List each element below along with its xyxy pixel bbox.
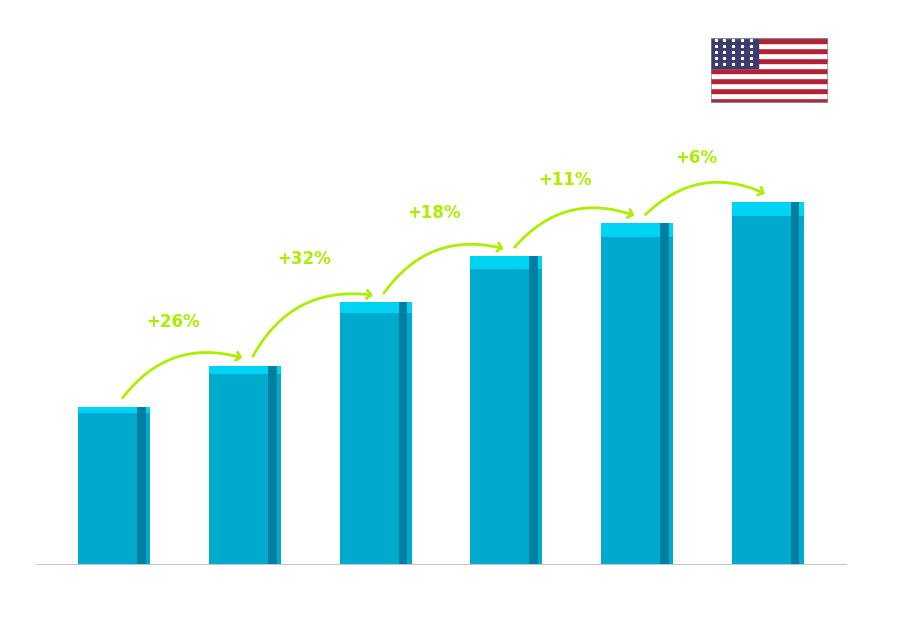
Bar — [711, 53, 828, 58]
Bar — [790, 202, 799, 564]
Text: Human Resources Specialist: Human Resources Specialist — [36, 80, 331, 100]
Bar — [78, 407, 150, 413]
Bar — [471, 256, 542, 269]
Bar — [711, 93, 828, 97]
Bar — [732, 202, 804, 216]
Text: 75,800 USD: 75,800 USD — [337, 285, 415, 298]
Text: salaryexplorer.com: salaryexplorer.com — [364, 610, 536, 628]
Text: 57,500 USD: 57,500 USD — [206, 349, 284, 362]
Bar — [529, 256, 538, 564]
Bar — [471, 256, 542, 564]
Bar — [711, 83, 828, 88]
Bar — [711, 38, 828, 44]
Text: 105,000 USD: 105,000 USD — [724, 185, 811, 197]
Bar — [209, 365, 281, 564]
Bar — [399, 303, 408, 564]
Bar — [711, 58, 828, 63]
Text: 98,700 USD: 98,700 USD — [598, 206, 676, 219]
Bar — [268, 365, 276, 564]
Text: 45,500 USD: 45,500 USD — [75, 390, 154, 403]
Text: +18%: +18% — [408, 204, 461, 222]
Bar — [732, 202, 804, 564]
Text: 89,200 USD: 89,200 USD — [467, 239, 545, 252]
Bar — [711, 68, 828, 73]
Bar — [711, 97, 828, 103]
Bar — [601, 224, 673, 564]
Text: Average Yearly Salary: Average Yearly Salary — [868, 260, 878, 381]
Bar — [711, 38, 758, 68]
Text: +11%: +11% — [538, 171, 592, 189]
Text: +6%: +6% — [675, 149, 716, 167]
Bar — [138, 407, 146, 564]
Text: +26%: +26% — [147, 313, 200, 331]
Bar — [711, 44, 828, 48]
Bar — [209, 365, 281, 374]
Bar — [660, 224, 669, 564]
Text: +32%: +32% — [277, 250, 330, 268]
Bar — [711, 63, 828, 68]
Bar — [711, 48, 828, 53]
Text: salary: salary — [389, 610, 450, 628]
Bar — [711, 78, 828, 83]
Bar — [601, 224, 673, 237]
Text: Salary Comparison By Experience: Salary Comparison By Experience — [36, 32, 612, 61]
Bar — [78, 407, 150, 564]
Bar — [711, 73, 828, 78]
Bar — [711, 88, 828, 93]
Bar — [340, 303, 411, 313]
Bar — [340, 303, 411, 564]
